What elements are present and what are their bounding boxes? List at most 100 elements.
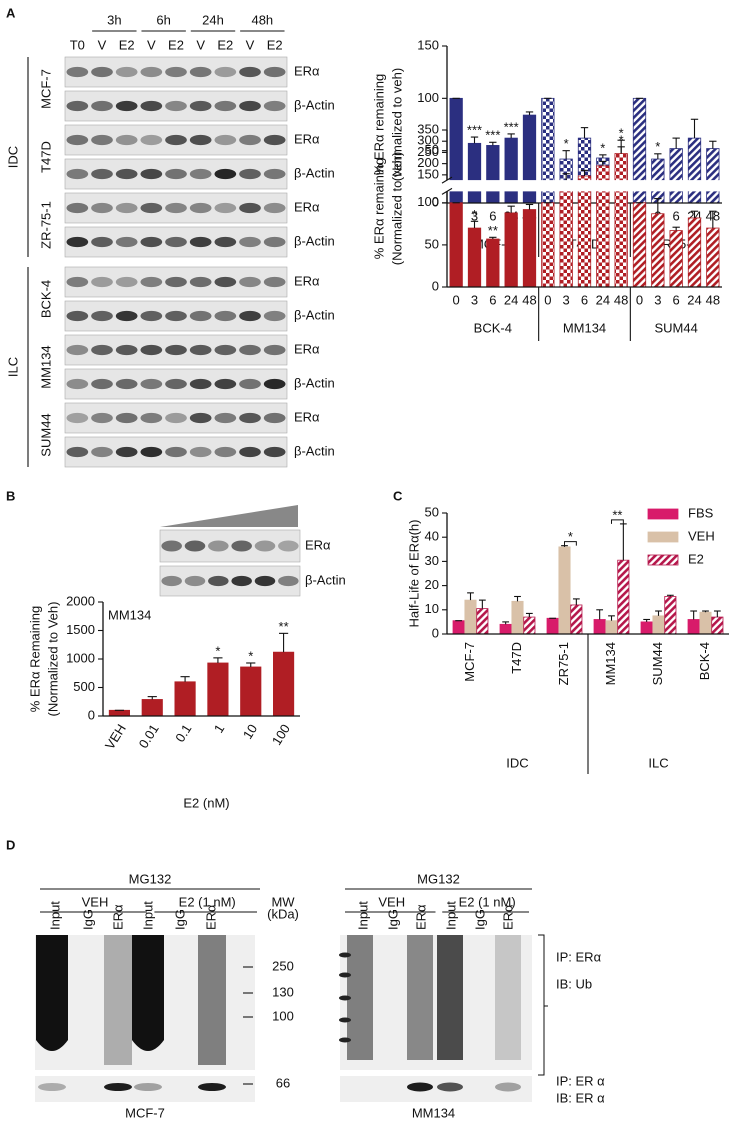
x-tick-label: 48 (522, 292, 536, 307)
side-label: IP: ERα (556, 949, 602, 964)
row-label: ERα (294, 63, 320, 78)
band (140, 378, 163, 390)
lane-label: V (196, 37, 205, 52)
bar (476, 608, 489, 635)
cell-line-label: T47D (38, 141, 53, 173)
row-label: ERα (294, 273, 320, 288)
band (231, 575, 252, 587)
band (214, 236, 237, 248)
band (115, 446, 138, 458)
x-tick-label: 48 (614, 292, 628, 307)
axis-break-mark (441, 187, 453, 195)
bar (467, 227, 482, 288)
lane-label: Input (443, 901, 458, 930)
band (66, 412, 89, 424)
band (263, 378, 286, 390)
band (140, 134, 163, 146)
band (165, 100, 187, 112)
time-label: 24h (202, 12, 224, 27)
bar (593, 619, 606, 635)
bar (240, 666, 262, 717)
band (239, 134, 261, 146)
bar (559, 185, 573, 288)
bar (273, 651, 295, 717)
x-tick-label: 0.01 (136, 721, 162, 750)
band (140, 310, 163, 322)
significance-bracket (564, 541, 577, 546)
band (214, 276, 237, 288)
panel-label: A (6, 5, 16, 20)
lane-label: IgG (472, 909, 487, 930)
x-tick-label: 0 (636, 292, 643, 307)
band (66, 202, 89, 214)
band (239, 202, 261, 214)
row-label: ERα (294, 409, 320, 424)
band (239, 446, 261, 458)
y-tick-label: 20 (425, 577, 439, 592)
y-axis-label: Half-Life of ERα(h) (406, 520, 421, 628)
x-tick-label: 10 (240, 721, 260, 741)
band (91, 66, 113, 78)
smear (104, 935, 132, 1065)
group-label: IDC (506, 755, 528, 770)
x-tick-label: T47D (509, 642, 524, 674)
band (239, 276, 261, 288)
y-tick-label: 1500 (66, 622, 95, 637)
band (115, 236, 138, 248)
band (189, 134, 212, 146)
band (239, 236, 261, 248)
band (134, 1083, 162, 1091)
band (184, 540, 206, 552)
y-tick-label: 100 (417, 194, 439, 209)
band (66, 344, 89, 356)
x-tick-label: 6 (489, 292, 496, 307)
blot (340, 1076, 532, 1102)
y-tick-label: 30 (425, 553, 439, 568)
lane-label: E2 (217, 37, 233, 52)
side-label: IB: ER α (556, 1090, 605, 1105)
bar (687, 217, 702, 288)
band (66, 446, 89, 458)
significance: *** (467, 122, 482, 137)
y-tick-label: 100 (417, 90, 439, 105)
y-axis-label: % ERα Remaining (27, 606, 42, 713)
band (66, 66, 89, 78)
bar (486, 145, 500, 204)
y-axis-label: (Normalized to Veh) (45, 602, 60, 717)
significance: * (564, 136, 569, 151)
band (208, 575, 229, 587)
x-tick-label: 6 (673, 208, 680, 223)
band (214, 446, 237, 458)
x-tick-label: 48 (706, 292, 720, 307)
band (165, 344, 187, 356)
band (214, 66, 237, 78)
panel-label: B (6, 488, 15, 503)
bar (570, 604, 583, 635)
smear (132, 935, 164, 1051)
bar (174, 681, 196, 717)
significance: *** (504, 119, 519, 134)
band (189, 310, 212, 322)
band (91, 446, 113, 458)
x-tick-label: 24 (687, 292, 701, 307)
band (231, 540, 252, 552)
band (140, 100, 163, 112)
band (278, 575, 299, 587)
x-tick-label: 100 (269, 721, 293, 747)
bar (486, 238, 500, 288)
band (165, 310, 187, 322)
mw-marker: 100 (272, 1008, 294, 1023)
x-tick-label: SUM44 (650, 642, 665, 685)
bar (711, 616, 724, 635)
row-label: β-Actin (294, 375, 335, 390)
y-tick-label: 200 (417, 155, 439, 170)
band (189, 168, 212, 180)
x-tick-label: 0 (453, 292, 460, 307)
lane-label: E2 (168, 37, 184, 52)
group-label: BCK-4 (474, 320, 512, 335)
band (91, 202, 113, 214)
band (161, 540, 182, 552)
cell-line-label: MM134 (412, 1105, 455, 1120)
band (208, 540, 229, 552)
